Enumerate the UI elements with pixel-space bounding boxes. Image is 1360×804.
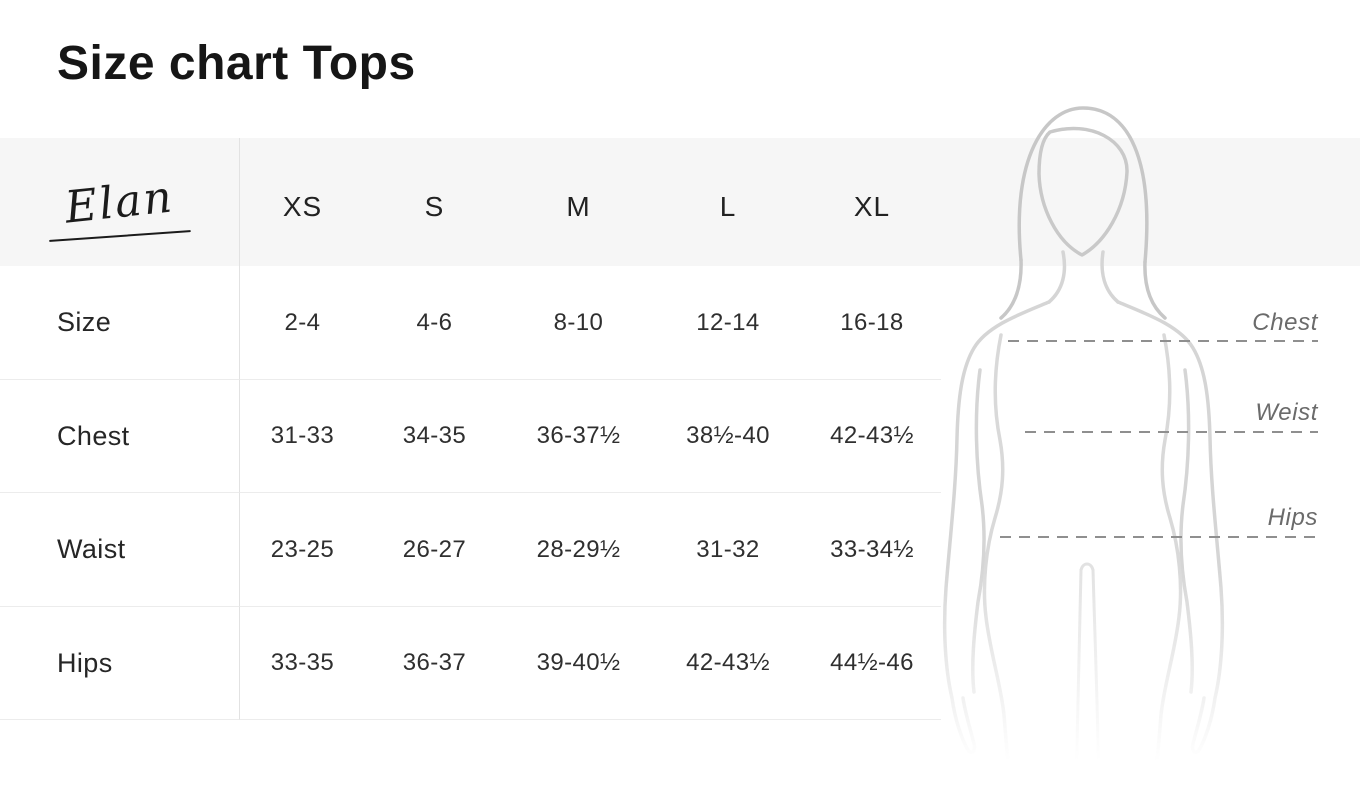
brand-logo: Elan [0,138,240,266]
row-label-hips: Hips [0,607,240,720]
column-header-l: L [719,191,737,222]
face-outline [1037,126,1129,257]
row-label-size: Size [0,266,240,380]
column-header-s: S [424,191,445,222]
table-cell: 28-29½ [504,493,653,607]
table-cell: 44½-46 [803,607,941,720]
chest-measure-label: Chest [1252,309,1318,336]
table-cell: 36-37½ [504,380,653,493]
table-cell: 16-18 [803,266,941,380]
table-cell: 33-34½ [803,493,941,607]
torso-outline [982,333,1183,792]
page-title: Size chart Tops [57,37,416,90]
table-cell: 33-35 [240,607,365,720]
row-label-chest: Chest [0,380,240,493]
table-cell: 42-43½ [653,607,803,720]
size-table: Elan XS S M L XL Size 2-4 4-6 8-10 12-14… [0,138,941,720]
table-cell: 34-35 [365,380,504,493]
table-cell: 31-32 [653,493,803,607]
brand-logo-text: Elan [62,171,177,234]
table-cell: 31-33 [240,380,365,493]
table-cell: 39-40½ [504,607,653,720]
table-cell: 23-25 [240,493,365,607]
column-header-xl: XL [853,191,891,222]
table-cell: 42-43½ [803,380,941,493]
table-cell: 2-4 [240,266,365,380]
table-cell: 38½-40 [653,380,803,493]
woman-figure-illustration [942,106,1225,792]
hair-outline [999,106,1167,320]
waist-measure-label: Weist [1255,399,1318,426]
table-cell: 36-37 [365,607,504,720]
table-cell: 4-6 [365,266,504,380]
table-cell: 8-10 [504,266,653,380]
table-cell: 26-27 [365,493,504,607]
column-header-xs: XS [282,191,323,222]
legs-outline [1074,562,1101,792]
table-cell: 12-14 [653,266,803,380]
neck-outline [1047,250,1120,304]
row-label-waist: Waist [0,493,240,607]
hips-measure-label: Hips [1267,504,1318,531]
arms-outline [942,300,1225,754]
column-header-m: M [566,191,591,222]
table-header-band [0,138,1360,266]
